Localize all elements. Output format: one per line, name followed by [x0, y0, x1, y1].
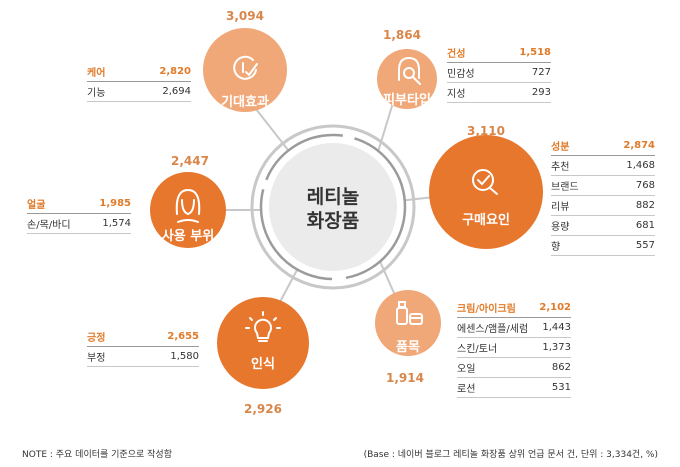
row-name: 손/목/바디 [27, 220, 71, 231]
row-name: 스킨/토너 [457, 344, 498, 355]
table-skin-type: 건성 1,518 민감성 727 지성 293 [447, 43, 551, 103]
table-row: 추천 1,468 [551, 156, 655, 176]
row-value: 1,468 [626, 160, 655, 171]
table-row: 로션 531 [457, 378, 571, 398]
node-body-part-bubble [150, 172, 226, 248]
row-value: 768 [635, 180, 655, 191]
node-perception-count: 2,926 [244, 402, 282, 416]
row-name: 크림/아이크림 [457, 304, 516, 315]
table-care-effect: 케어 2,820 기능 2,694 [87, 62, 191, 102]
table-row: 건성 1,518 [447, 43, 551, 63]
row-value: 557 [635, 240, 655, 251]
table-row: 부정 1,580 [87, 347, 199, 367]
row-name: 건성 [447, 49, 466, 60]
row-name: 용량 [551, 222, 570, 233]
hub-outer-ring [250, 124, 416, 290]
table-row: 지성 293 [447, 83, 551, 103]
table-row: 얼굴 1,985 [27, 194, 131, 214]
row-name: 민감성 [447, 69, 475, 80]
row-value: 1,518 [519, 47, 551, 58]
node-item-label: 품목 [396, 340, 420, 355]
table-row: 케어 2,820 [87, 62, 191, 82]
table-row: 오일 862 [457, 358, 571, 378]
row-value: 1,574 [102, 218, 131, 229]
table-row: 긍정 2,655 [87, 327, 199, 347]
row-name: 케어 [87, 68, 106, 79]
table-row: 손/목/바디 1,574 [27, 214, 131, 234]
row-name: 리뷰 [551, 202, 570, 213]
row-name: 에센스/앰플/세럼 [457, 324, 529, 335]
node-skin-type-count: 1,864 [383, 28, 421, 42]
row-name: 브랜드 [551, 182, 579, 193]
footnote-base: (Base : 네이버 블로그 레티놀 화장품 상위 언급 문서 건, 단위 :… [363, 450, 658, 460]
row-value: 2,874 [623, 140, 655, 151]
check-circle-icon [233, 55, 258, 80]
node-body-part-count: 2,447 [171, 154, 209, 168]
table-row: 민감성 727 [447, 63, 551, 83]
node-skin-type-bubble [377, 49, 437, 109]
face-magnifier-icon [398, 56, 421, 85]
magnifier-check-icon [472, 169, 498, 195]
node-purchase-factor-bubble [429, 135, 543, 249]
row-name: 로션 [457, 384, 476, 395]
center-title: 레티놀 화장품 [293, 185, 373, 233]
table-row: 에센스/앰플/세럼 1,443 [457, 318, 571, 338]
row-value: 293 [531, 87, 551, 98]
row-value: 1,373 [542, 342, 571, 353]
row-value: 2,820 [159, 66, 191, 77]
node-body-part-label: 사용 부위 [161, 229, 215, 244]
row-value: 2,102 [539, 302, 571, 313]
row-value: 2,655 [167, 331, 199, 342]
node-perception-label: 인식 [251, 357, 275, 372]
row-value: 862 [551, 362, 571, 373]
node-care-effect-bubble [203, 28, 287, 112]
center-title-line2: 화장품 [306, 210, 360, 232]
row-name: 부정 [87, 353, 106, 364]
woman-face-icon [175, 188, 201, 223]
row-name: 추천 [551, 162, 570, 173]
table-row: 성분 2,874 [551, 136, 655, 156]
table-perception: 긍정 2,655 부정 1,580 [87, 327, 199, 367]
row-value: 1,580 [170, 351, 199, 362]
node-care-effect-count: 3,094 [226, 9, 264, 23]
node-purchase-factor-count: 3,110 [467, 124, 505, 138]
row-value: 1,985 [99, 198, 131, 209]
row-name: 오일 [457, 364, 476, 375]
lightbulb-icon [245, 311, 281, 342]
row-value: 2,694 [162, 86, 191, 97]
row-value: 531 [551, 382, 571, 393]
table-purchase-factor: 성분 2,874 추천 1,468 브랜드 768 리뷰 882 용량 681 향 557 [551, 136, 655, 256]
table-body-part: 얼굴 1,985 손/목/바디 1,574 [27, 194, 131, 234]
row-name: 성분 [551, 142, 570, 153]
footnote-note: NOTE : 주요 데이터를 기준으로 작성함 [22, 450, 172, 460]
center-hub [250, 124, 416, 290]
table-row: 리뷰 882 [551, 196, 655, 216]
row-value: 681 [635, 220, 655, 231]
node-perception-bubble [217, 297, 309, 389]
center-title-line1: 레티놀 [306, 186, 360, 208]
table-row: 스킨/토너 1,373 [457, 338, 571, 358]
cosmetics-icon [396, 301, 423, 325]
node-purchase-factor-label: 구매요인 [462, 213, 510, 228]
table-row: 브랜드 768 [551, 176, 655, 196]
row-name: 기능 [87, 88, 106, 99]
table-row: 기능 2,694 [87, 82, 191, 102]
row-name: 향 [551, 242, 561, 253]
row-value: 727 [531, 67, 551, 78]
table-row: 용량 681 [551, 216, 655, 236]
row-name: 긍정 [87, 333, 106, 344]
row-value: 882 [635, 200, 655, 211]
node-skin-type-label: 피부타입 [383, 93, 431, 108]
hub-disc [269, 143, 397, 271]
table-item: 크림/아이크림 2,102 에센스/앰플/세럼 1,443 스킨/토너 1,373 오… [457, 298, 571, 398]
node-item-bubble [375, 290, 441, 356]
row-name: 얼굴 [27, 200, 46, 211]
table-row: 크림/아이크림 2,102 [457, 298, 571, 318]
row-name: 지성 [447, 89, 466, 100]
node-item-count: 1,914 [386, 371, 424, 385]
row-value: 1,443 [542, 322, 571, 333]
node-care-effect-label: 기대효과 [221, 95, 269, 110]
table-row: 향 557 [551, 236, 655, 256]
